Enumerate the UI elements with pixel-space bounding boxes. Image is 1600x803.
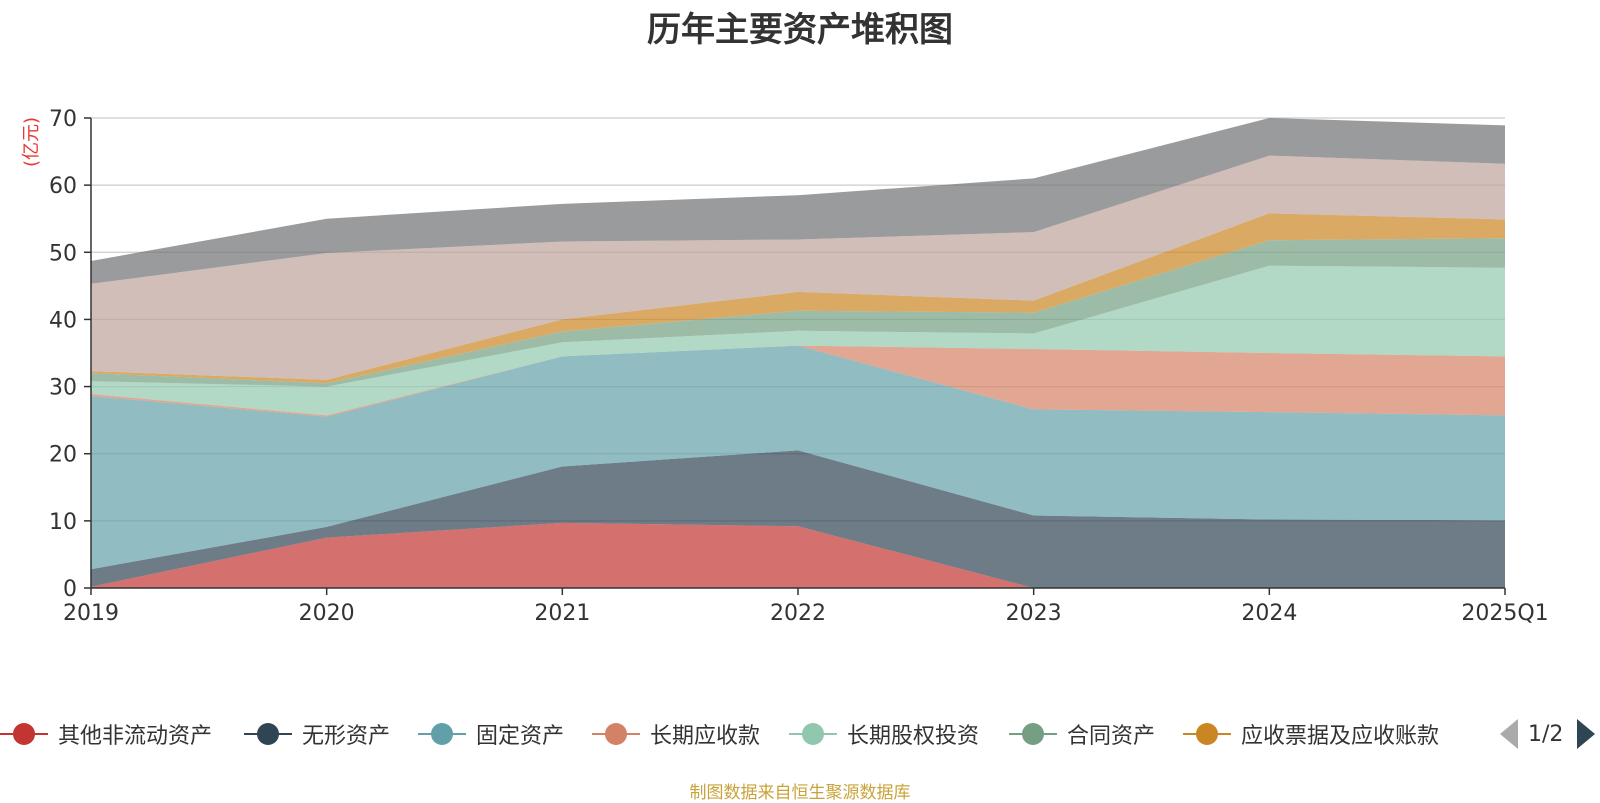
legend-next-page-icon[interactable] (1577, 719, 1596, 749)
legend-label: 长期股权投资 (847, 724, 980, 749)
area-series-应收票据及应收账款 (91, 213, 1505, 384)
source-note: 制图数据来自恒生聚源数据库 (689, 783, 911, 803)
legend-prev-page-icon[interactable] (1500, 719, 1518, 749)
legend-marker (244, 722, 292, 746)
x-tick-label: 2022 (770, 601, 826, 626)
legend-dot (802, 723, 824, 745)
legend-item-other-noncurrent-assets[interactable]: 其他非流动资产 (0, 716, 212, 752)
y-tick-label: 20 (49, 443, 77, 468)
legend-marker (0, 722, 48, 746)
x-tick-label: 2019 (63, 601, 119, 626)
x-tick-label: 2021 (534, 601, 590, 626)
area-series-合同资产 (91, 238, 1505, 387)
legend-marker (789, 722, 837, 746)
legend-item-long-term-equity-investment[interactable]: 长期股权投资 (789, 716, 979, 752)
y-tick-label: 40 (49, 308, 77, 333)
x-tick-label: 2020 (299, 601, 355, 626)
legend-label: 合同资产 (1067, 724, 1156, 749)
x-tick-label: 2023 (1006, 601, 1062, 626)
area-series-货币资金 (91, 118, 1505, 284)
legend-item-fixed-assets[interactable]: 固定资产 (418, 716, 564, 752)
legend-item-contract-assets[interactable]: 合同资产 (1009, 716, 1155, 752)
area-series-长期应收款 (91, 345, 1505, 417)
area-series-存货 (91, 155, 1505, 380)
x-tick-label: 2025Q1 (1461, 601, 1548, 626)
legend-marker (592, 722, 640, 746)
legend-dot (13, 723, 35, 745)
x-tick-label: 2024 (1241, 601, 1297, 626)
legend-marker (1183, 722, 1231, 746)
legend-pager: 1/2 (1500, 716, 1596, 752)
y-tick-label: 70 (49, 107, 77, 132)
legend-item-intangible-assets[interactable]: 无形资产 (244, 716, 390, 752)
legend-dot (257, 723, 279, 745)
area-series-无形资产 (91, 450, 1505, 588)
area-series-其他非流动资产 (91, 522, 1505, 588)
stacked-area-chart: 0 10 20 30 40 50 60 70 2019 2020 2021 2022 2023 2024 2… (21, 107, 1549, 626)
area-series-长期股权投资 (91, 265, 1505, 416)
legend-dot (431, 723, 453, 745)
legend-label: 无形资产 (302, 724, 391, 749)
legend-page-indicator: 1/2 (1528, 721, 1564, 747)
legend-label: 其他非流动资产 (58, 724, 213, 749)
legend-dot (605, 723, 627, 745)
legend-label: 固定资产 (476, 724, 565, 749)
legend-label: 长期应收款 (650, 724, 761, 749)
y-tick-label: 10 (49, 510, 77, 535)
legend-marker (418, 722, 466, 746)
legend-item-notes-and-accounts-receivable[interactable]: 应收票据及应收账款 (1183, 716, 1439, 752)
y-tick-label: 60 (49, 174, 77, 199)
legend-label: 应收票据及应收账款 (1241, 724, 1440, 749)
chart-title: 历年主要资产堆积图 (647, 10, 953, 50)
legend-dot (1196, 723, 1218, 745)
legend-item-long-term-receivables[interactable]: 长期应收款 (592, 716, 760, 752)
legend: 其他非流动资产 无形资产 固定资产 长期应收款 长期股权投资 合同资产 应收 (0, 716, 1600, 752)
y-tick-label: 50 (49, 241, 77, 266)
y-tick-label: 0 (63, 577, 77, 602)
area-series-固定资产 (91, 345, 1505, 570)
y-axis-unit-label: (亿元) (21, 117, 42, 167)
y-tick-label: 30 (49, 376, 77, 401)
legend-dot (1022, 723, 1044, 745)
legend-marker (1009, 722, 1057, 746)
